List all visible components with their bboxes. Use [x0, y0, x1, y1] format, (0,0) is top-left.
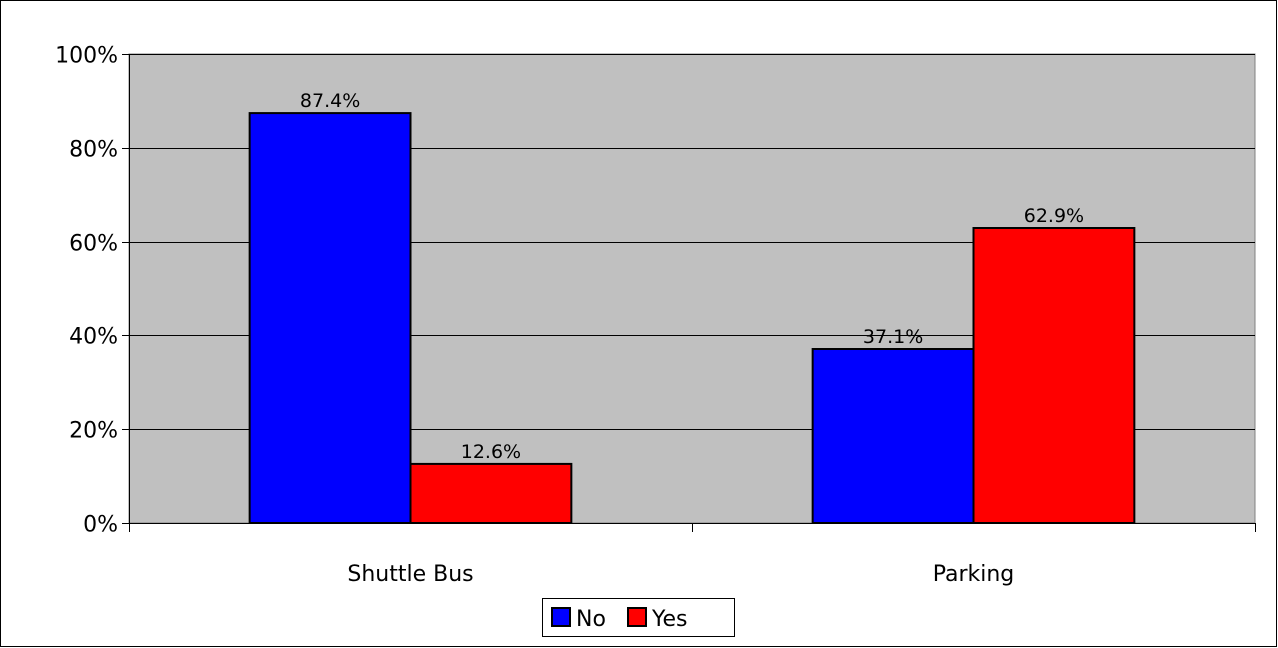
y-tick-label: 100% [55, 44, 118, 69]
data-label-parking-yes: 62.9% [1024, 205, 1084, 227]
bar-shuttle-bus-yes [409, 462, 573, 525]
legend-label-yes: Yes [651, 607, 688, 632]
y-tick-labels: 0% 20% 40% 60% 80% 100% [55, 44, 118, 538]
legend-swatch-no [551, 607, 571, 627]
bar-parking-no [811, 348, 975, 524]
bar-shuttle-bus-no [248, 112, 412, 525]
y-tick-label: 60% [69, 232, 118, 257]
category-labels: Shuttle Bus Parking [347, 562, 1014, 587]
category-label-parking: Parking [933, 562, 1015, 587]
axes [122, 54, 1256, 532]
bars [248, 112, 1136, 525]
y-tick-label: 80% [69, 138, 118, 163]
category-label-shuttle-bus: Shuttle Bus [347, 562, 473, 587]
data-labels: 87.4% 12.6% 37.1% 62.9% [300, 90, 1084, 463]
y-tick-label: 40% [69, 325, 118, 350]
legend-swatch-yes [627, 607, 647, 627]
y-tick-label: 0% [83, 513, 118, 538]
y-tick-label: 20% [69, 419, 118, 444]
data-label-parking-no: 37.1% [863, 326, 923, 348]
bar-parking-yes [972, 226, 1136, 524]
data-label-shuttle-bus-yes: 12.6% [461, 441, 521, 463]
legend-label-no: No [576, 607, 606, 632]
data-label-shuttle-bus-no: 87.4% [300, 90, 360, 112]
legend: No Yes [542, 598, 735, 637]
